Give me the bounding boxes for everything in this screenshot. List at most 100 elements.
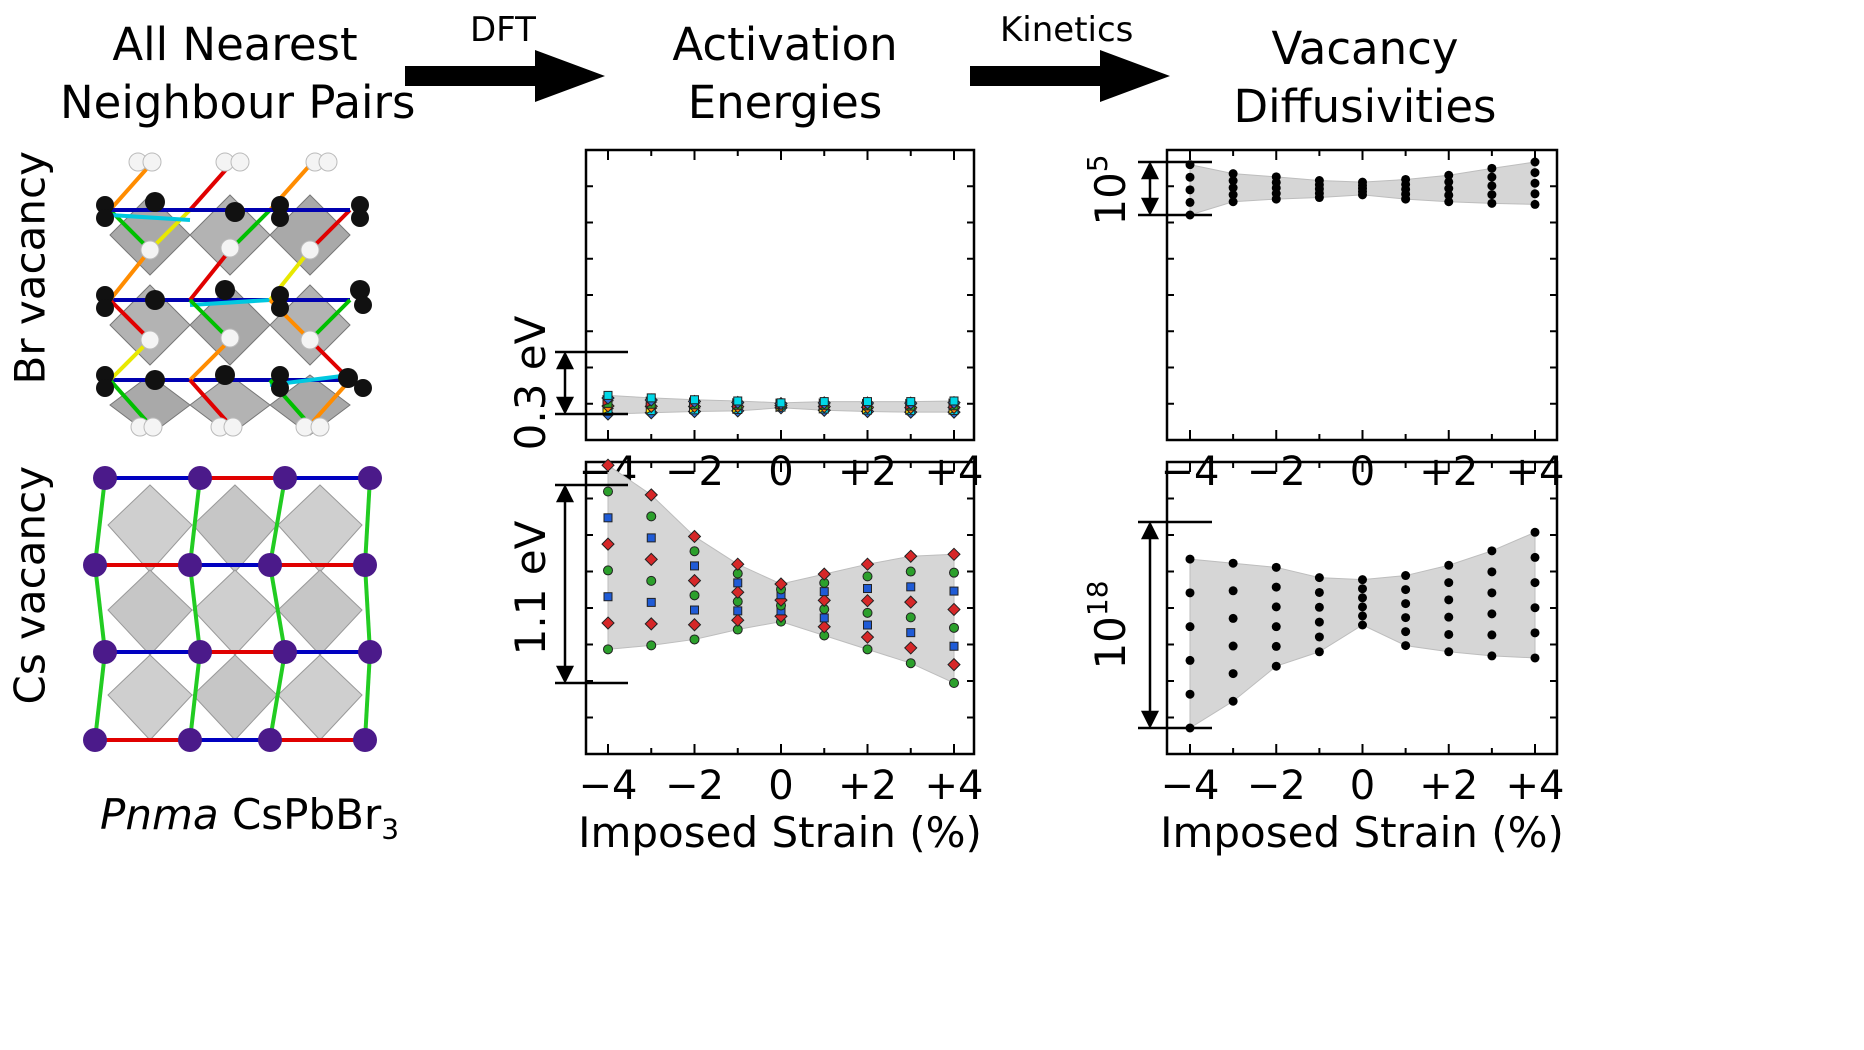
band-panel-1 <box>607 464 955 684</box>
marker-diffusivity <box>1271 582 1281 592</box>
octahedra-layer <box>109 194 351 436</box>
marker-br-energy <box>949 396 959 406</box>
xtick-label: +2 <box>838 763 897 809</box>
header-activation-line1: Activation <box>672 18 898 71</box>
marker-cs-energy <box>817 620 831 634</box>
marker-cs-energy <box>646 597 656 607</box>
marker-diffusivity <box>1228 558 1238 568</box>
marker-diffusivity <box>1228 169 1238 179</box>
space-group-label: Pnma <box>100 790 219 839</box>
marker-cs-energy <box>687 573 702 588</box>
marker-diffusivity <box>1228 641 1238 651</box>
marker-cs-energy <box>646 640 657 651</box>
marker-diffusivity <box>1444 177 1454 187</box>
marker-diffusivity <box>1530 552 1540 562</box>
marker-diffusivity <box>1530 527 1540 537</box>
marker-diffusivity <box>1530 578 1540 588</box>
marker-cs-energy <box>646 511 657 522</box>
marker-diffusivity <box>1185 689 1195 699</box>
energy-cs-annotation: 1.1 eV <box>506 520 555 655</box>
diffusivity-cs-exponent: 18 <box>1081 580 1114 616</box>
marker-br-energy <box>819 397 829 407</box>
marker-diffusivity <box>1487 630 1497 640</box>
marker-diffusivity <box>1487 181 1497 191</box>
marker-diffusivity <box>1228 586 1238 596</box>
xtick-label: +4 <box>925 763 984 809</box>
marker-diffusivity <box>1530 168 1540 178</box>
marker-diffusivity <box>1314 617 1324 627</box>
marker-cs-energy <box>603 592 613 602</box>
marker-diffusivity <box>1358 611 1367 621</box>
marker-diffusivity <box>1228 197 1238 207</box>
formula-subscript: 3 <box>381 812 400 846</box>
marker-diffusivity <box>1487 567 1497 577</box>
marker-cs-energy <box>646 533 656 543</box>
marker-diffusivity <box>1358 593 1367 603</box>
xtick-label: +4 <box>1506 763 1565 809</box>
marker-cs-energy <box>690 605 699 615</box>
marker-br-energy <box>906 397 916 407</box>
marker-diffusivity <box>1530 199 1540 209</box>
arrow-kinetics <box>970 50 1170 102</box>
marker-diffusivity <box>1444 560 1454 570</box>
xtick-label: 0 <box>768 763 793 809</box>
marker-cs-energy <box>905 658 916 669</box>
marker-cs-energy <box>860 593 875 608</box>
marker-diffusivity <box>1271 641 1281 651</box>
marker-diffusivity <box>1487 588 1497 598</box>
marker-cs-energy <box>644 552 658 567</box>
marker-diffusivity <box>1487 190 1497 200</box>
marker-cs-energy <box>774 577 788 591</box>
header-activation-energies: Activation Energies <box>640 16 930 132</box>
marker-cs-energy <box>949 586 959 596</box>
marker-diffusivity <box>1314 632 1324 642</box>
marker-diffusivity <box>1444 170 1454 180</box>
diffusivity-cs-range-arrow <box>1138 520 1212 730</box>
br-structure-illustration <box>96 152 372 437</box>
marker-cs-energy <box>817 567 831 581</box>
marker-cs-energy <box>949 641 959 651</box>
marker-diffusivity <box>1314 176 1324 186</box>
diffusivity-br-annotation: 105 <box>1081 154 1135 225</box>
marker-cs-energy <box>601 458 615 472</box>
marker-diffusivity <box>1185 655 1195 665</box>
marker-diffusivity <box>1444 184 1454 193</box>
cs-octahedra-layer <box>107 484 363 741</box>
marker-cs-energy <box>904 641 918 655</box>
marker-cs-energy <box>731 613 745 627</box>
marker-diffusivity <box>1185 622 1195 632</box>
marker-diffusivity <box>1530 178 1540 188</box>
marker-cs-energy <box>860 557 875 571</box>
marker-diffusivity <box>1444 612 1454 622</box>
marker-diffusivity <box>1228 176 1238 186</box>
marker-cs-energy <box>862 607 873 618</box>
marker-cs-energy <box>644 617 658 631</box>
arrow-label-kinetics: Kinetics <box>1000 10 1134 50</box>
marker-cs-energy <box>947 602 961 617</box>
marker-cs-energy <box>817 593 831 608</box>
marker-diffusivity <box>1358 177 1367 187</box>
marker-diffusivity <box>1401 627 1411 637</box>
marker-cs-energy <box>947 547 961 562</box>
marker-diffusivity <box>1444 578 1454 588</box>
marker-cs-energy <box>603 513 613 523</box>
marker-cs-energy <box>603 644 613 655</box>
energy-cs-range-arrow <box>555 483 628 685</box>
diffusivity-br-range-arrow <box>1138 160 1212 217</box>
marker-diffusivity <box>1271 661 1281 671</box>
marker-diffusivity <box>1185 197 1195 207</box>
marker-diffusivity <box>1444 190 1454 200</box>
marker-cs-energy <box>949 567 959 578</box>
marker-cs-energy <box>905 612 916 623</box>
marker-cs-energy <box>646 575 657 586</box>
header-neighbour-pairs: All Nearest Neighbour Pairs <box>60 16 416 132</box>
marker-diffusivity <box>1530 653 1540 663</box>
arrow-dft <box>405 50 605 102</box>
marker-diffusivity <box>1358 584 1367 594</box>
marker-diffusivity <box>1314 587 1324 597</box>
marker-diffusivity <box>1271 622 1281 632</box>
marker-cs-energy <box>731 585 745 599</box>
marker-diffusivity <box>1314 647 1324 657</box>
marker-diffusivity <box>1530 603 1540 613</box>
